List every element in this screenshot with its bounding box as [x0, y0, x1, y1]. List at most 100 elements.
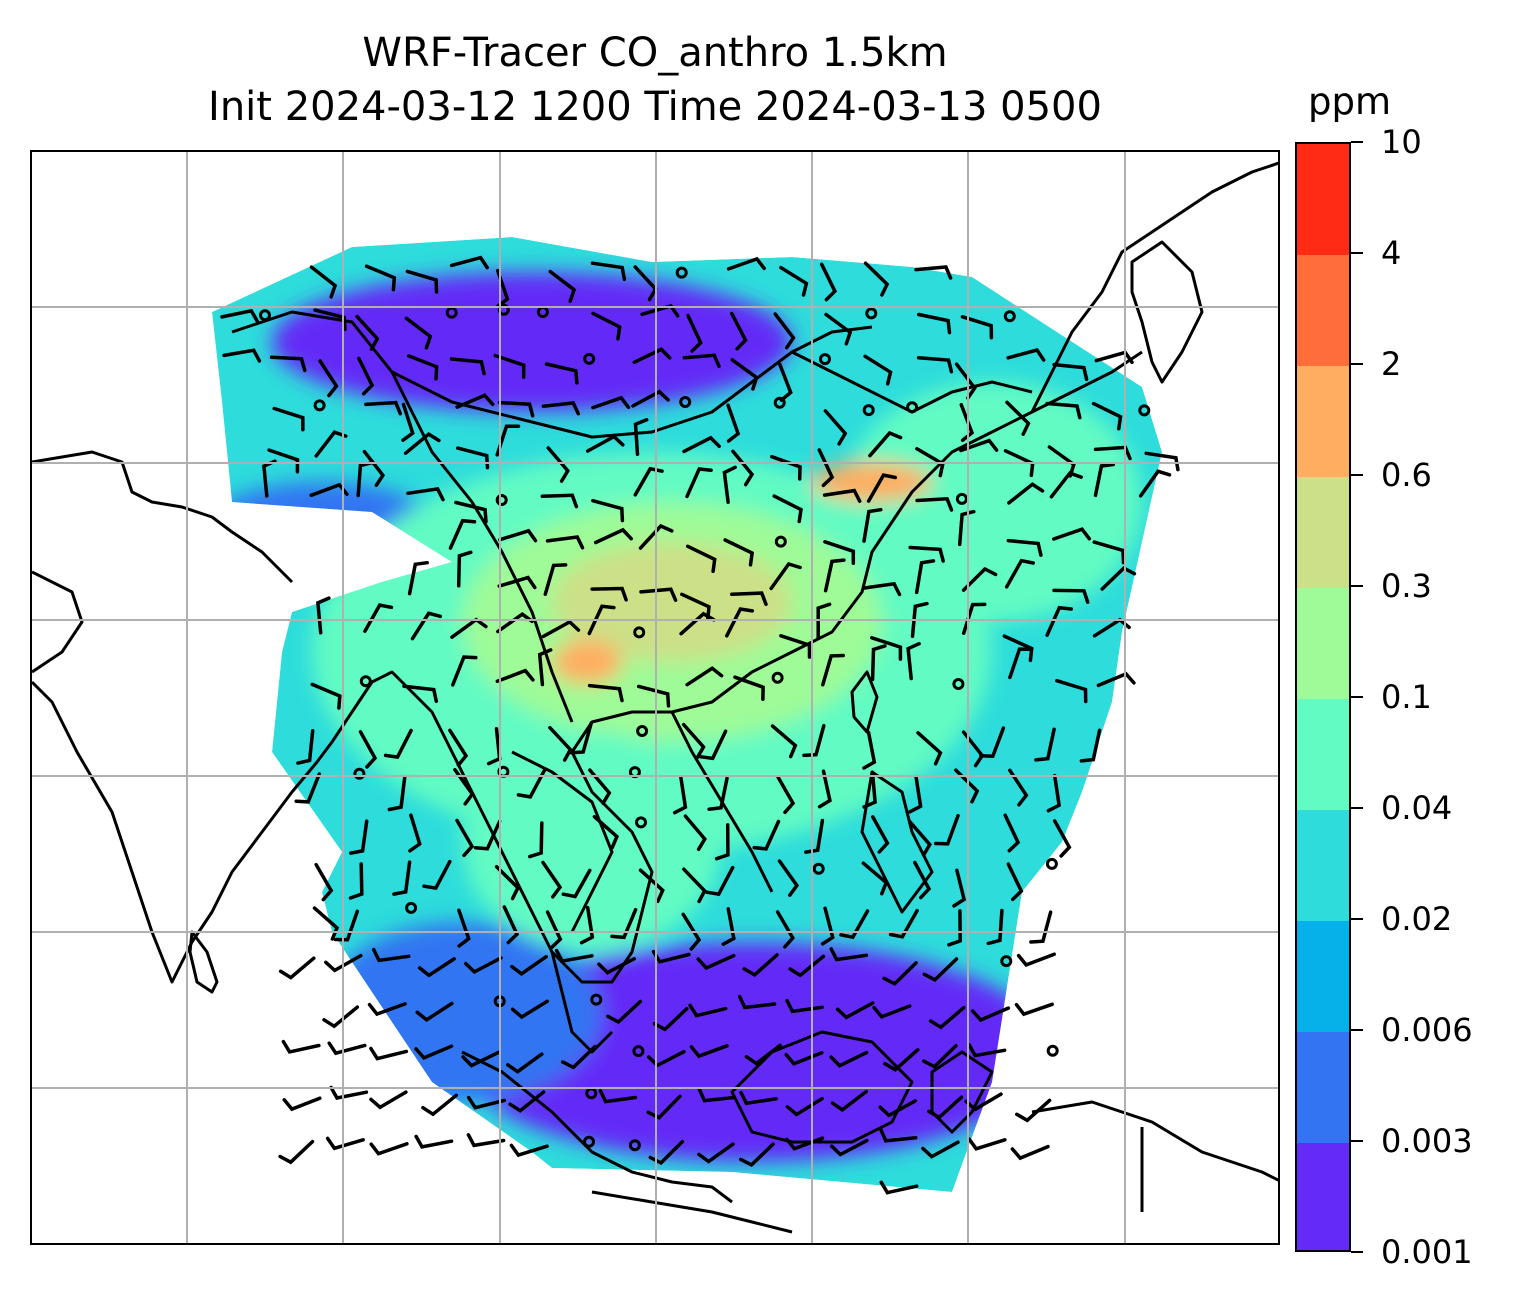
field-sichuan [552, 542, 792, 662]
wind-barb [733, 675, 765, 701]
wind-barb [498, 528, 538, 543]
wind-barb [466, 1095, 507, 1110]
indochina-borders [511, 750, 614, 933]
colorbar-segment [1297, 255, 1349, 367]
wind-barb [587, 683, 624, 703]
wind-barb [863, 354, 893, 386]
calm-wind-circle [1003, 310, 1016, 323]
wind-barb [908, 545, 945, 563]
calm-wind-circle [1046, 1044, 1059, 1057]
wind-barb [770, 724, 798, 759]
wind-barb [541, 619, 581, 639]
wind-barb [820, 906, 835, 946]
wind-barb [387, 775, 407, 812]
wind-barb [646, 1094, 682, 1120]
wind-barb [1006, 862, 1024, 902]
wind-barb [646, 1049, 686, 1068]
wind-barb [683, 814, 707, 852]
wind-barb [590, 586, 628, 602]
wind-barb [861, 861, 889, 896]
wind-barb [312, 906, 340, 941]
wind-barb [449, 357, 486, 376]
chart-title-line1: WRF-Tracer CO_anthro 1.5km [362, 30, 948, 76]
wind-barb [633, 418, 649, 456]
wind-barb [324, 953, 363, 973]
wind-barb [327, 1041, 367, 1056]
wind-barb [1008, 647, 1034, 680]
wind-barb [349, 819, 369, 855]
wind-barb [742, 953, 779, 978]
wind-barb [282, 1096, 322, 1112]
taiwan-coast [850, 670, 879, 734]
wind-barb [957, 509, 976, 547]
wind-barb [383, 728, 413, 760]
wind-barb [548, 269, 577, 303]
co-tracer-field [212, 237, 1162, 1192]
colorbar-tick [1351, 1140, 1363, 1142]
wind-barb [785, 1096, 824, 1117]
colorbar [1295, 142, 1351, 1252]
chart-title-line2: Init 2024-03-12 1200 Time 2024-03-13 050… [208, 84, 1102, 130]
wind-barb [823, 540, 856, 566]
colorbar-tick [1351, 585, 1363, 587]
calm-wind-circle [774, 535, 787, 548]
wind-barb [744, 1043, 782, 1066]
colorbar-tick-label: 4 [1381, 234, 1402, 272]
colorbar-tick-label: 0.3 [1381, 567, 1432, 605]
wind-barb [778, 362, 793, 402]
wind-barb [1045, 605, 1074, 637]
wind-barb [508, 1090, 546, 1113]
wind-barb [369, 1046, 409, 1061]
calm-wind-circle [353, 767, 366, 780]
colorbar-segment [1297, 1032, 1349, 1144]
wind-barb [954, 362, 977, 400]
wind-barb [1014, 1002, 1054, 1017]
wind-barb [829, 1138, 869, 1157]
wind-barb [961, 602, 987, 635]
calm-wind-circle [633, 626, 646, 639]
colorbar-tick-label: 2 [1381, 345, 1402, 383]
wind-barb [788, 954, 826, 978]
wind-barb [408, 813, 422, 853]
wind-barb [769, 561, 802, 591]
wind-barb [913, 860, 932, 900]
wind-barb [414, 1134, 454, 1149]
wind-barb [964, 1092, 1003, 1112]
wind-barb [739, 1090, 778, 1106]
wind-barb [1006, 347, 1046, 362]
wind-barb [908, 820, 932, 857]
wind-barb [685, 544, 717, 574]
wind-barb [648, 1139, 685, 1166]
wind-barb [952, 868, 967, 908]
wind-barb [652, 1006, 689, 1032]
wind-barb [591, 311, 622, 341]
wind-barb [281, 1039, 321, 1054]
wind-barb [916, 312, 952, 335]
wind-barb [959, 438, 999, 453]
wind-barb [631, 389, 670, 408]
wind-barb [866, 473, 898, 503]
wind-barb [696, 953, 736, 971]
wind-barb [364, 400, 403, 416]
wind-barb [593, 527, 633, 545]
wind-barb [560, 1044, 597, 1070]
mongolia-border [791, 350, 1033, 414]
wind-barb [473, 819, 502, 851]
wind-barb [986, 908, 1004, 946]
wind-barb [688, 1003, 728, 1018]
wind-barb [816, 602, 832, 640]
colorbar-tick-label: 0.003 [1381, 1122, 1473, 1160]
wind-barb [545, 535, 585, 550]
wind-barb [403, 431, 441, 455]
wind-barb [597, 957, 636, 975]
wind-barb [914, 559, 936, 595]
wind-barb [407, 560, 429, 596]
wind-barb [910, 601, 929, 638]
sri-lanka-coast [188, 930, 219, 994]
wind-barb [494, 864, 521, 901]
bay-of-bengal-coast [330, 670, 494, 833]
wind-barb [516, 768, 547, 799]
wind-barb [725, 607, 755, 638]
wind-barb [405, 269, 439, 294]
wind-barb [879, 1180, 919, 1195]
